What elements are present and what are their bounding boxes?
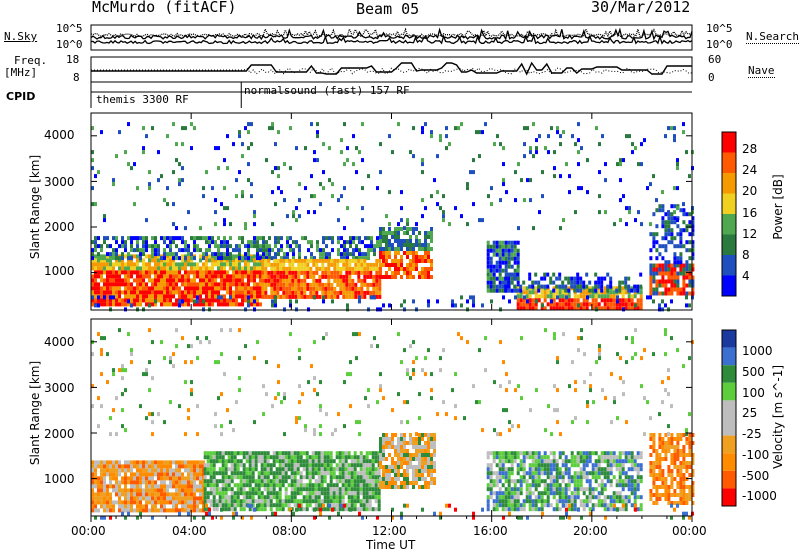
vel-cb-tick-25: 25 — [742, 406, 758, 420]
power-far-range — [91, 122, 694, 231]
power-colorbar-bin-2 — [722, 234, 736, 255]
xtick-1200: 12:00 — [372, 524, 407, 538]
power-colorbar-bin-6 — [722, 152, 736, 173]
velocity-colorbar-bin-5 — [722, 418, 736, 436]
vel-cb-tick-m25: -25 — [742, 427, 762, 441]
nsearch-label: N.Search — [746, 30, 799, 44]
power-band-mid — [261, 258, 382, 299]
power-cb-tick-20: 20 — [742, 184, 758, 198]
power-cb-tick-28: 28 — [742, 142, 758, 156]
xtick-2000: 20:00 — [573, 524, 608, 538]
velocity-colorbar-bin-2 — [722, 365, 736, 383]
velocity-ytick-3000: 3000 — [44, 381, 75, 395]
noise-tick-top: 10^5 — [56, 22, 83, 35]
velocity-band-early — [91, 460, 205, 513]
station-title: McMurdo (fitACF) — [92, 0, 237, 16]
power-band-envelope — [91, 236, 379, 261]
freq-trace — [91, 61, 692, 76]
power-cb-tick-16: 16 — [742, 206, 758, 220]
nave-label: Nave — [748, 64, 775, 78]
vel-cb-tick-m1000: -1000 — [742, 489, 777, 503]
nave-trace — [91, 67, 693, 75]
velocity-colorbar-frame — [721, 329, 737, 507]
velocity-colorbar-bin-4 — [722, 400, 736, 418]
power-near-range — [91, 295, 694, 312]
velocity-colorbar-bin-6 — [722, 435, 736, 454]
velocity-band-late — [649, 433, 695, 505]
power-colorbar-frame — [721, 131, 737, 297]
velocity-colorbar-bin-9 — [722, 488, 736, 506]
vel-cb-tick-500: 500 — [742, 365, 765, 379]
xtick-0800: 08:00 — [272, 524, 307, 538]
cpid-mode-2: normalsound (fast) 157 RF — [244, 84, 410, 97]
noise-sky-trace — [90, 27, 693, 41]
velocity-near-range — [94, 503, 694, 520]
power-cb-tick-4: 4 — [742, 269, 750, 283]
power-colorbar-bin-3 — [722, 214, 736, 235]
cpid-mode-1: themis 3300 RF — [96, 93, 189, 106]
power-band-evening-edge — [504, 272, 643, 293]
xtick-0400: 04:00 — [172, 524, 207, 538]
velocity-colorbar-bin-0 — [722, 330, 736, 348]
power-band-late-upper — [649, 204, 695, 265]
power-band-noon — [379, 227, 433, 279]
power-ytick-1000: 1000 — [44, 264, 75, 278]
beam-title: Beam 05 — [356, 0, 420, 18]
power-cb-tick-12: 12 — [742, 227, 758, 241]
power-colorbar-bin-4 — [722, 193, 736, 214]
date-title: 30/Mar/2012 — [591, 0, 691, 16]
power-ytick-2000: 2000 — [44, 220, 75, 234]
freq-tick-top: 18 — [66, 53, 80, 66]
freq-label-line2: [MHz] — [4, 66, 38, 79]
velocity-ytick-4000: 4000 — [44, 335, 75, 349]
freq-label-line1: Freq. — [14, 54, 48, 67]
velocity-colorbar-bin-8 — [722, 470, 736, 489]
velocity-band-noon — [379, 433, 436, 489]
velocity-colorbar-bin-3 — [722, 382, 736, 401]
power-colorbar-bin-5 — [722, 173, 736, 194]
vel-cb-tick-1000: 1000 — [742, 344, 773, 358]
xlabel: Time UT — [366, 538, 416, 552]
noise-search-trace — [90, 33, 693, 45]
freq-tick-bottom: 8 — [73, 71, 80, 84]
velocity-band-mid — [203, 451, 381, 512]
velocity-ytick-2000: 2000 — [44, 427, 75, 441]
power-ytick-3000: 3000 — [44, 175, 75, 189]
velocity-colorbar-bin-1 — [722, 347, 736, 366]
power-cb-tick-8: 8 — [742, 248, 750, 262]
nave-tick-bottom: 0 — [708, 71, 715, 84]
noise-right-tick-top: 10^5 — [706, 22, 733, 35]
velocity-far-range — [91, 328, 694, 437]
xtick-0000-end: 00:00 — [672, 524, 707, 538]
vel-cb-tick-100: 100 — [742, 386, 765, 400]
power-band-late — [649, 263, 695, 296]
noise-tick-bottom: 10^0 — [56, 38, 83, 51]
velocity-band-evening — [486, 451, 643, 512]
nsky-label: N.Sky — [4, 30, 38, 43]
noise-right-tick-bottom: 10^0 — [706, 38, 733, 51]
power-colorbar-bin-1 — [722, 255, 736, 276]
power-ytick-4000: 4000 — [44, 128, 75, 142]
power-colorbar-bin-7 — [722, 132, 736, 153]
xtick-0000: 00:00 — [71, 524, 106, 538]
velocity-colorbar-bin-7 — [722, 453, 736, 471]
power-cb-tick-24: 24 — [742, 163, 758, 177]
noise-search-dotted-trace — [90, 26, 693, 38]
power-colorbar-bin-0 — [722, 275, 736, 296]
cpid-label: CPID — [6, 90, 36, 103]
xtick-1600: 16:00 — [473, 524, 508, 538]
nave-tick-top: 60 — [708, 53, 722, 66]
vel-cb-tick-m500: -500 — [742, 469, 770, 483]
velocity-ytick-1000: 1000 — [44, 472, 75, 486]
vel-cb-tick-m100: -100 — [742, 448, 770, 462]
